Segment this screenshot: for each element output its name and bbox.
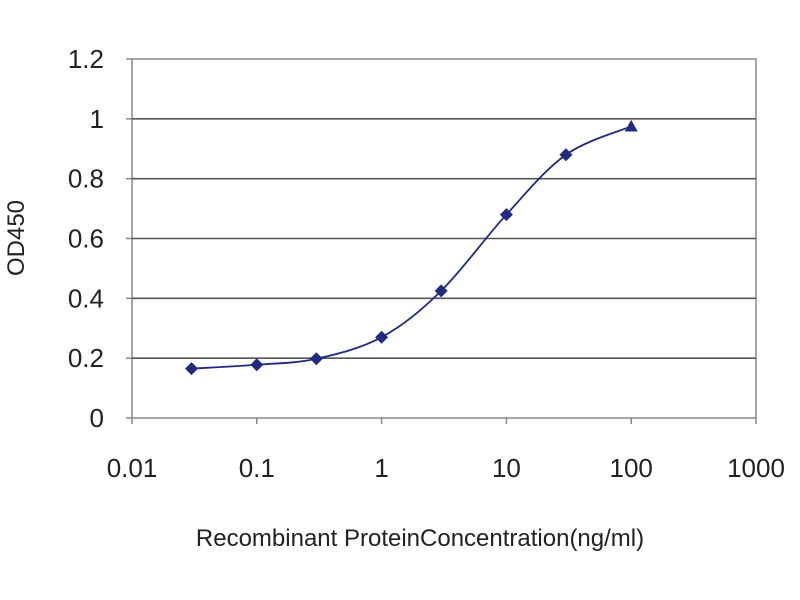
data-point (375, 330, 389, 344)
data-point (624, 119, 638, 132)
x-tick-label: 10 (492, 453, 521, 483)
y-tick-label: 0.8 (68, 164, 104, 194)
data-point (250, 358, 264, 372)
x-tick-label: 100 (610, 453, 653, 483)
x-axis-tick-labels: 0.01 0.1 1 10 100 1000 (107, 418, 785, 483)
x-axis-title: Recombinant ProteinConcentration(ng/ml) (196, 525, 644, 552)
y-tick-label: 0 (90, 403, 104, 433)
data-point (499, 208, 513, 222)
y-tick-label: 1 (90, 104, 104, 134)
data-point (185, 362, 199, 376)
data-point (434, 284, 448, 298)
data-point (559, 148, 573, 162)
series-line (191, 125, 632, 370)
data-series (185, 119, 638, 376)
data-point (309, 352, 323, 366)
y-tick-label: 0.2 (68, 343, 104, 373)
x-tick-label: 0.01 (107, 453, 158, 483)
x-tick-label: 1000 (727, 453, 785, 483)
gridlines (132, 118, 756, 359)
y-tick-label: 0.6 (68, 224, 104, 254)
y-tick-label: 1.2 (68, 44, 104, 74)
x-tick-label: 0.1 (239, 453, 275, 483)
y-axis-title: OD450 (3, 200, 30, 276)
y-axis-tick-labels: 0 0.2 0.4 0.6 0.8 1 1.2 (68, 44, 132, 433)
y-tick-label: 0.4 (68, 283, 104, 313)
x-tick-label: 1 (374, 453, 388, 483)
